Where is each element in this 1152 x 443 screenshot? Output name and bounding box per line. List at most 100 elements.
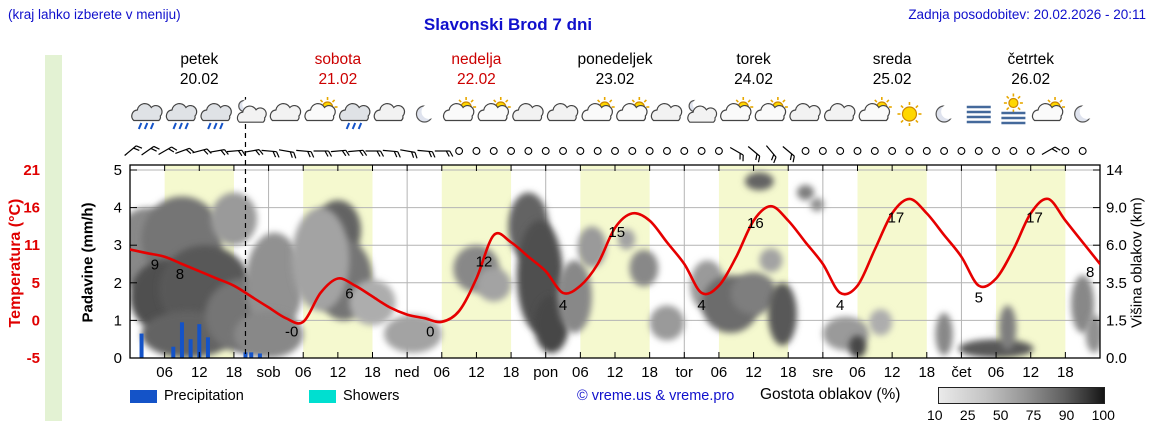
precip-bar (243, 352, 248, 358)
rain-icon (339, 103, 371, 130)
precip-bar (171, 346, 176, 358)
x-tick-label: 12 (191, 364, 208, 381)
wind-barb-icon (1041, 146, 1061, 156)
calm-wind-icon (697, 147, 706, 155)
wind-barb-icon (209, 149, 229, 156)
calm-wind-icon (507, 147, 516, 155)
temp-value-label: 4 (697, 297, 705, 314)
moon-cloud-icon (687, 99, 718, 123)
wind-barb-icon (417, 149, 436, 158)
sun-cloud-icon (616, 97, 650, 122)
sun-cloud-icon (477, 97, 511, 122)
wind-barb-icon (365, 150, 385, 157)
x-tick-label: 06 (988, 364, 1005, 381)
precip-tick-label: 4 (114, 200, 122, 217)
calm-wind-icon (472, 147, 481, 155)
calm-wind-icon (559, 147, 567, 155)
wind-barb-icon (261, 149, 280, 158)
x-tick-label: sre (812, 364, 833, 381)
calm-wind-icon (593, 147, 602, 155)
sun-cloud-icon (858, 97, 892, 122)
cloud-blob (1071, 275, 1095, 333)
wind-barb-icon (124, 145, 143, 156)
precip-bar (179, 322, 184, 358)
plot-frame (129, 164, 1101, 359)
wind-barb-icon (226, 149, 246, 157)
cloud-tick-label: 0.0 (1106, 350, 1127, 367)
page-title: Slavonski Brod 7 dni (423, 15, 593, 34)
cloud-blob (476, 267, 512, 302)
precip-bar (205, 337, 210, 358)
calm-wind-icon (888, 147, 897, 155)
x-tick-label: 18 (364, 364, 381, 381)
calm-wind-icon (489, 147, 498, 155)
moon-icon (935, 104, 956, 123)
x-tick-label: pon (533, 364, 558, 381)
precip-bar (249, 352, 254, 358)
fog-icon (966, 105, 991, 124)
temp-value-label: 4 (559, 297, 567, 314)
cloud-icon (546, 103, 579, 122)
x-tick-label: 18 (641, 364, 658, 381)
fog-sun-icon (1001, 93, 1026, 125)
rain-icon (165, 103, 198, 130)
calm-wind-icon (974, 147, 983, 155)
credit-link[interactable]: © vreme.us & vreme.pro (577, 388, 735, 404)
x-tick-label: 06 (433, 364, 450, 381)
calm-wind-icon (957, 147, 966, 155)
wind-barb-icon (765, 145, 777, 164)
cloud-tick-label: 14 (1106, 162, 1123, 179)
x-tick-label: 12 (468, 364, 485, 381)
cloud-blob (1085, 314, 1100, 353)
cloud-blob (810, 197, 825, 212)
temp-value-label: 15 (608, 224, 625, 241)
cloud-density-ticks: 10 25 50 75 90 100 (927, 407, 1115, 423)
wind-barb-icon (192, 148, 212, 155)
precip-tick-label: 5 (114, 162, 122, 179)
rain-icon (200, 103, 232, 130)
temp-value-label: 17 (1026, 210, 1043, 227)
x-tick-label: 18 (780, 364, 797, 381)
wind-barb-icon (434, 150, 454, 157)
weather-icons-row (131, 93, 1095, 130)
x-tick-label: sob (256, 364, 280, 381)
precip-bar (139, 333, 144, 358)
calm-wind-icon (1078, 147, 1087, 155)
cloud-icon (650, 103, 683, 122)
cloud-blob (848, 335, 867, 358)
scale-tick: 75 (1025, 407, 1042, 423)
wind-barb-icon (313, 150, 333, 157)
cloud-blob (210, 192, 258, 246)
temp-value-label: 17 (888, 210, 905, 227)
scale-tick: 10 (927, 407, 943, 423)
cloud-blob (291, 207, 350, 311)
temp-value-label: 5 (975, 290, 983, 307)
cloud-icon (373, 103, 406, 122)
wind-barb-icon (244, 149, 264, 156)
calm-wind-icon (714, 147, 723, 155)
precip-tick-label: 3 (114, 237, 122, 254)
cloud-blob (998, 305, 1017, 351)
x-tick-label: 12 (745, 364, 762, 381)
precip-bar (197, 324, 202, 358)
calm-wind-icon (992, 147, 1001, 155)
sun-cloud-icon (1031, 97, 1066, 122)
temp-value-label: 6 (345, 285, 353, 302)
precip-tick-label: 1 (114, 312, 122, 329)
x-tick-label: 12 (607, 364, 624, 381)
temp-value-label: 9 (151, 257, 159, 274)
menu-hint: (kraj lahko izberete v meniju) (8, 7, 181, 22)
wind-barb-icon (348, 149, 368, 157)
cloud-density-label: Gostota oblakov (%) (760, 386, 901, 403)
precip-bar (188, 339, 193, 358)
cloud-icon (269, 103, 302, 122)
calm-wind-icon (836, 147, 845, 155)
rain-icon (131, 103, 163, 130)
sun-cloud-icon (581, 97, 615, 122)
cloud-blob (869, 309, 893, 336)
scale-tick: 50 (992, 407, 1009, 423)
wind-barb-icon (382, 149, 401, 158)
calm-wind-icon (680, 147, 689, 155)
